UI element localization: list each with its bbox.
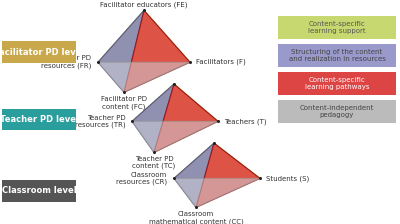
Text: Teacher PD level: Teacher PD level	[0, 115, 78, 124]
Text: Facilitator PD
resources (FR): Facilitator PD resources (FR)	[41, 56, 91, 69]
Polygon shape	[174, 143, 214, 207]
Text: Facilitator educators (FE): Facilitator educators (FE)	[100, 1, 188, 8]
Text: Structuring of the content
and realization in resources: Structuring of the content and realizati…	[288, 49, 386, 62]
Polygon shape	[98, 10, 190, 62]
Polygon shape	[132, 84, 218, 121]
FancyBboxPatch shape	[2, 180, 76, 202]
FancyBboxPatch shape	[278, 100, 396, 123]
FancyBboxPatch shape	[2, 41, 76, 63]
Polygon shape	[174, 143, 260, 178]
Polygon shape	[196, 143, 260, 207]
FancyBboxPatch shape	[278, 16, 396, 39]
Text: Facilitators (F): Facilitators (F)	[196, 59, 246, 65]
FancyBboxPatch shape	[278, 72, 396, 95]
Text: Content-specific
learning pathways: Content-specific learning pathways	[305, 77, 369, 90]
Text: Teacher PD
resources (TR): Teacher PD resources (TR)	[74, 115, 125, 128]
Polygon shape	[132, 121, 218, 153]
Text: Classroom
resources (CR): Classroom resources (CR)	[116, 172, 167, 185]
Text: Facilitator PD level: Facilitator PD level	[0, 47, 84, 57]
Text: Teacher PD
content (TC): Teacher PD content (TC)	[132, 156, 176, 170]
Text: Classroom level: Classroom level	[2, 186, 76, 196]
Text: Content-specific
learning support: Content-specific learning support	[308, 21, 366, 34]
Polygon shape	[98, 10, 144, 92]
Text: Content-independent
pedagogy: Content-independent pedagogy	[300, 105, 374, 118]
Text: Teachers (T): Teachers (T)	[224, 118, 267, 125]
Text: Students (S): Students (S)	[266, 175, 309, 182]
Polygon shape	[98, 62, 190, 92]
Polygon shape	[174, 178, 260, 207]
FancyBboxPatch shape	[2, 109, 76, 130]
Polygon shape	[124, 10, 190, 92]
Polygon shape	[132, 84, 174, 153]
Text: Facilitator PD
content (FC): Facilitator PD content (FC)	[101, 97, 147, 110]
Polygon shape	[154, 84, 218, 153]
FancyBboxPatch shape	[278, 44, 396, 67]
Text: Classroom
mathematical content (CC): Classroom mathematical content (CC)	[149, 211, 243, 224]
